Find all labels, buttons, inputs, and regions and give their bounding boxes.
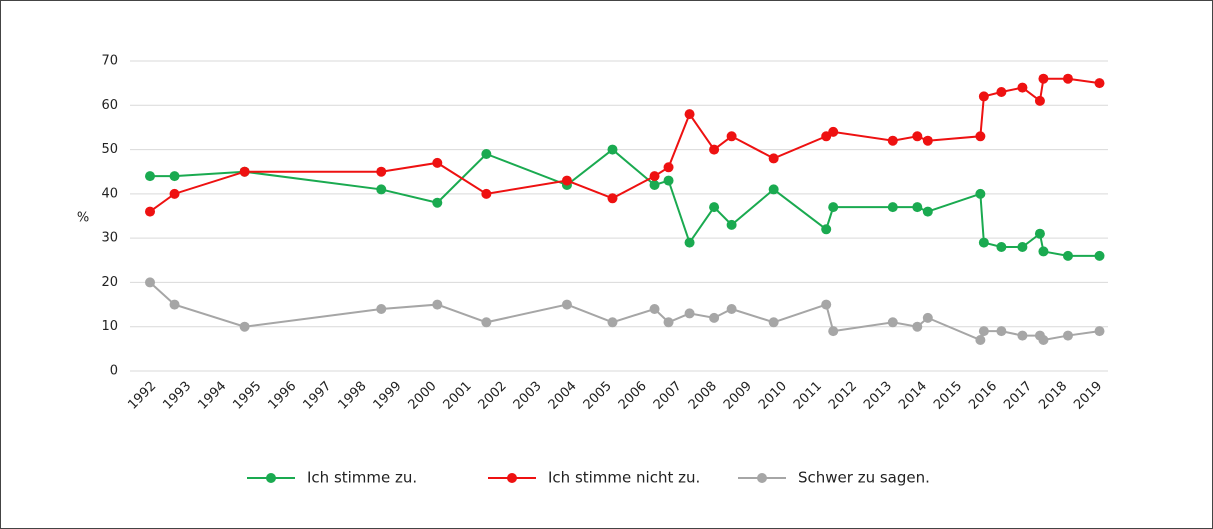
data-point xyxy=(481,317,492,328)
data-point xyxy=(828,202,839,213)
data-point xyxy=(1062,250,1073,261)
data-point xyxy=(432,299,443,310)
data-point xyxy=(561,299,572,310)
data-point xyxy=(975,188,986,199)
data-point xyxy=(1017,242,1028,252)
data-point xyxy=(169,171,180,182)
data-point xyxy=(978,91,989,102)
data-point xyxy=(922,135,933,146)
legend-marker xyxy=(507,473,517,483)
data-point xyxy=(768,184,779,195)
y-tick-label: 30 xyxy=(101,231,118,246)
legend-label: Ich stimme zu. xyxy=(307,469,417,487)
data-point xyxy=(726,131,737,142)
data-point xyxy=(912,321,923,332)
data-point xyxy=(922,312,933,323)
data-point xyxy=(169,299,180,310)
data-point xyxy=(996,326,1007,337)
data-point xyxy=(821,299,832,310)
data-point xyxy=(828,126,839,137)
data-point xyxy=(768,153,779,164)
data-point xyxy=(709,202,720,213)
data-point xyxy=(1038,335,1049,345)
data-point xyxy=(1094,78,1105,89)
data-point xyxy=(432,197,443,208)
data-point xyxy=(912,202,923,213)
data-point xyxy=(663,317,674,328)
legend-label: Schwer zu sagen. xyxy=(798,469,930,487)
data-point xyxy=(978,326,989,337)
legend-marker xyxy=(757,473,767,483)
data-point xyxy=(649,180,660,190)
data-point xyxy=(726,219,737,230)
data-point xyxy=(481,149,492,159)
data-point xyxy=(649,304,660,314)
y-tick-label: 10 xyxy=(101,319,118,334)
data-point xyxy=(726,304,737,314)
y-tick-label: 50 xyxy=(101,142,118,157)
data-point xyxy=(663,162,674,173)
data-point xyxy=(607,317,618,328)
data-point xyxy=(145,171,156,182)
data-point xyxy=(1062,330,1073,341)
data-point xyxy=(975,131,986,142)
data-point xyxy=(1017,82,1028,93)
data-point xyxy=(1034,228,1045,239)
data-point xyxy=(828,326,839,337)
data-point xyxy=(1094,250,1105,261)
data-point xyxy=(432,157,443,168)
data-point xyxy=(649,171,660,182)
data-point xyxy=(376,304,387,314)
data-point xyxy=(996,87,1007,97)
data-point xyxy=(887,202,898,213)
data-point xyxy=(912,131,923,142)
y-axis-label: % xyxy=(77,211,89,226)
legend: Ich stimme zu. Ich stimme nicht zu. Schwer… xyxy=(247,469,930,487)
data-point xyxy=(376,184,387,195)
data-point xyxy=(169,188,180,199)
data-point xyxy=(1062,73,1073,84)
data-point xyxy=(561,175,572,186)
data-point xyxy=(887,317,898,328)
legend-label: Ich stimme nicht zu. xyxy=(548,469,700,487)
y-tick-label: 40 xyxy=(101,186,118,201)
data-point xyxy=(145,206,156,217)
legend-marker xyxy=(266,473,276,483)
data-point xyxy=(481,188,492,199)
data-point xyxy=(1038,246,1049,257)
data-point xyxy=(607,144,618,155)
data-point xyxy=(1017,330,1028,341)
data-point xyxy=(1034,95,1045,106)
data-point xyxy=(996,242,1007,252)
y-tick-label: 20 xyxy=(101,275,118,290)
y-tick-label: 70 xyxy=(101,54,118,69)
data-point xyxy=(239,166,250,177)
data-point xyxy=(887,135,898,146)
data-point xyxy=(768,317,779,328)
data-point xyxy=(1038,73,1049,84)
data-point xyxy=(709,144,720,155)
data-point xyxy=(376,166,387,177)
y-tick-label: 60 xyxy=(101,98,118,113)
y-tick-label: 0 xyxy=(110,364,118,379)
data-point xyxy=(607,193,618,204)
data-point xyxy=(821,224,832,235)
data-point xyxy=(1094,326,1105,337)
data-point xyxy=(975,335,986,345)
data-point xyxy=(684,109,695,120)
data-point xyxy=(709,312,720,323)
data-point xyxy=(239,321,250,332)
data-point xyxy=(684,237,695,248)
data-point xyxy=(684,308,695,319)
data-point xyxy=(145,277,156,288)
data-point xyxy=(978,237,989,248)
data-point xyxy=(663,175,674,186)
data-point xyxy=(922,206,933,217)
